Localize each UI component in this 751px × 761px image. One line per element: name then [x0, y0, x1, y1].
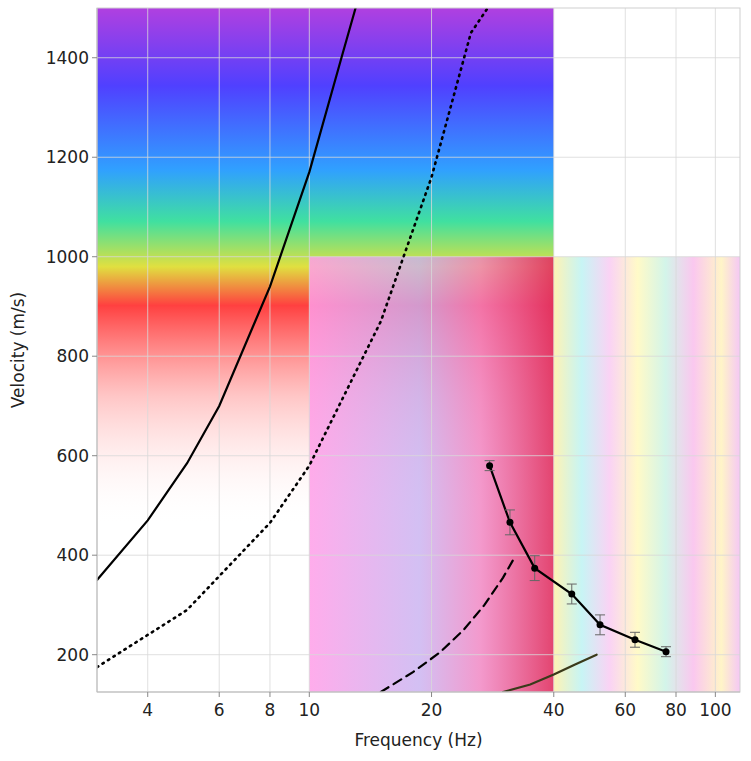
grid-line — [269, 8, 270, 692]
plot-area — [97, 8, 740, 692]
curve — [97, 8, 356, 580]
grid-line — [97, 455, 740, 456]
y-tick-label: 1000 — [46, 247, 89, 267]
x-tick-label: 6 — [214, 700, 225, 720]
plot-frame — [97, 8, 740, 692]
tick — [715, 692, 716, 697]
tick — [92, 256, 97, 257]
curve — [97, 8, 488, 667]
curve — [490, 466, 666, 652]
error-bar — [595, 615, 605, 635]
data-point — [568, 591, 575, 598]
x-axis-title: Frequency (Hz) — [354, 730, 482, 750]
grid-line — [97, 157, 740, 158]
y-tick-label: 200 — [57, 645, 89, 665]
tick — [92, 356, 97, 357]
tick — [431, 692, 432, 697]
grid-line — [625, 8, 626, 692]
y-tick-label: 1400 — [46, 48, 89, 68]
dispersion-image — [554, 257, 740, 692]
x-tick-label: 80 — [665, 700, 687, 720]
x-tick-label: 8 — [265, 700, 276, 720]
grid-line — [97, 57, 740, 58]
grid-line — [97, 654, 740, 655]
grid-line — [219, 8, 220, 692]
grid-line — [715, 8, 716, 692]
data-point — [663, 648, 670, 655]
error-bar — [485, 461, 495, 471]
error-bar — [505, 510, 515, 535]
tick — [92, 654, 97, 655]
curve — [381, 558, 515, 692]
tick — [219, 692, 220, 697]
tick — [676, 692, 677, 697]
x-axis — [97, 692, 740, 693]
error-bar — [630, 632, 640, 647]
y-axis — [97, 8, 98, 692]
y-tick-label: 600 — [57, 446, 89, 466]
data-point — [631, 636, 638, 643]
tick — [309, 692, 310, 697]
tick — [147, 692, 148, 697]
grid-line — [97, 256, 740, 257]
grid-line — [97, 555, 740, 556]
tick — [625, 692, 626, 697]
y-tick-label: 1200 — [46, 147, 89, 167]
x-tick-label: 4 — [142, 700, 153, 720]
tick — [553, 692, 554, 697]
y-axis-title: Velocity (m/s) — [8, 292, 28, 409]
error-bar — [567, 584, 577, 604]
data-point — [486, 462, 493, 469]
y-tick-label: 400 — [57, 545, 89, 565]
x-tick-label: 60 — [614, 700, 636, 720]
grid-line — [676, 8, 677, 692]
x-tick-label: 10 — [298, 700, 320, 720]
error-bar — [661, 647, 671, 657]
x-tick-label: 40 — [543, 700, 565, 720]
grid-line — [309, 8, 310, 692]
curve — [503, 655, 597, 692]
x-tick-label: 100 — [699, 700, 731, 720]
grid-line — [97, 356, 740, 357]
grid-line — [553, 8, 554, 692]
x-tick-label: 20 — [421, 700, 443, 720]
data-point — [506, 519, 513, 526]
tick — [269, 692, 270, 697]
data-point — [597, 621, 604, 628]
y-tick-label: 800 — [57, 346, 89, 366]
tick — [92, 555, 97, 556]
data-point — [531, 565, 538, 572]
tick — [92, 57, 97, 58]
tick — [92, 455, 97, 456]
chart: 4 6 8 10 20 40 60 80 100 200 400 600 800 1000 1200 1400… — [0, 0, 751, 761]
error-bar — [530, 556, 540, 581]
grid-line — [147, 8, 148, 692]
grid-line — [431, 8, 432, 692]
tick — [92, 157, 97, 158]
